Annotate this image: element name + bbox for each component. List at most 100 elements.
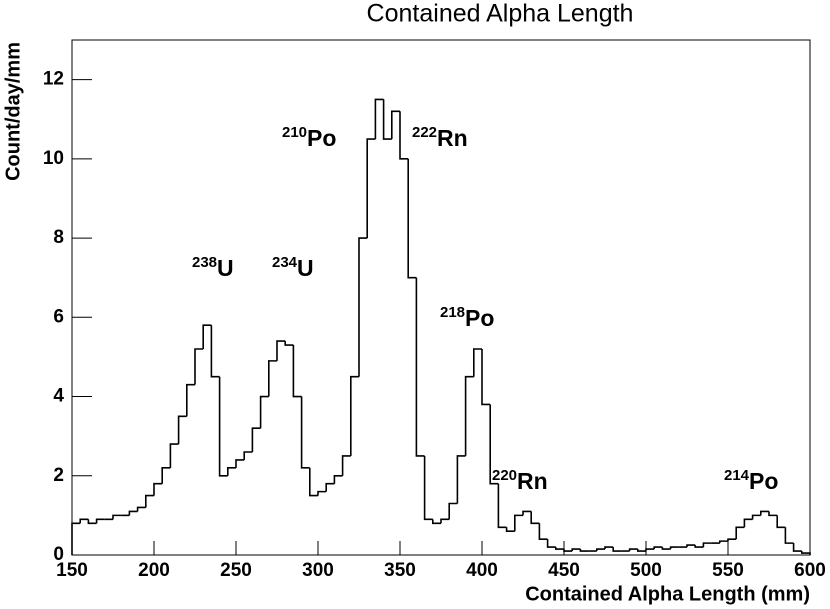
- histogram-bin: [268, 360, 277, 397]
- histogram-bin: [317, 490, 327, 496]
- histogram-bin: [579, 549, 589, 552]
- histogram-bin: [71, 522, 81, 555]
- y-tick-label: 10: [43, 148, 64, 169]
- histogram-bin: [612, 547, 622, 552]
- histogram-bin: [481, 349, 491, 406]
- histogram-bin: [186, 383, 195, 417]
- histogram-bin: [153, 482, 163, 496]
- histogram-bin: [177, 415, 187, 445]
- histogram-bin: [464, 375, 474, 456]
- histogram-bin: [784, 527, 794, 544]
- histogram-bin: [751, 514, 761, 520]
- peak-label: 220Rn: [492, 467, 548, 494]
- histogram-bin: [128, 510, 138, 516]
- histogram-bin: [300, 396, 310, 469]
- y-tick-label: 8: [53, 227, 64, 248]
- histogram-bin: [251, 427, 261, 452]
- histogram-bin: [341, 455, 351, 476]
- peak-label-element: U: [297, 255, 314, 281]
- histogram-bin: [563, 549, 573, 552]
- histogram-bin: [145, 494, 154, 508]
- histogram-bin: [399, 111, 409, 160]
- histogram-bin: [423, 455, 433, 521]
- x-tick-label: 150: [56, 560, 88, 581]
- y-tick-label: 12: [43, 69, 64, 90]
- histogram-bin: [227, 467, 236, 476]
- histogram-bin: [489, 404, 499, 485]
- histogram-bin: [325, 482, 335, 492]
- histogram-bin: [743, 518, 753, 528]
- x-tick-label: 550: [712, 560, 744, 581]
- peak-label-mass: 220: [492, 467, 517, 484]
- peak-label-mass: 238: [192, 254, 217, 271]
- histogram-bin: [702, 542, 712, 548]
- histogram-bin: [604, 546, 614, 550]
- histogram-bin: [456, 455, 466, 504]
- histogram-bin: [284, 341, 294, 346]
- histogram-bin: [374, 98, 384, 140]
- y-tick-label: 6: [53, 306, 64, 327]
- histogram-bin: [505, 527, 515, 533]
- histogram-bin: [637, 549, 646, 552]
- histogram-bin: [382, 99, 392, 140]
- histogram-bin: [407, 158, 417, 279]
- y-tick-label: 0: [53, 544, 64, 565]
- histogram-bin: [202, 324, 212, 349]
- histogram-bin: [628, 548, 638, 552]
- histogram-bin: [333, 474, 343, 484]
- histogram-bin: [112, 514, 122, 520]
- histogram-bin: [210, 325, 220, 378]
- histogram-bin: [497, 483, 507, 529]
- histogram-bin: [243, 451, 253, 460]
- plot-frame: [71, 39, 811, 556]
- peak-label-element: Po: [307, 125, 336, 151]
- x-tick-label: 350: [384, 560, 416, 581]
- y-tick-label: 2: [53, 465, 64, 486]
- peak-label: 218Po: [440, 304, 494, 331]
- histogram-bin: [719, 540, 728, 544]
- peak-label-element: Po: [749, 468, 778, 494]
- x-tick-label: 200: [138, 560, 170, 581]
- histogram-bin: [432, 519, 441, 525]
- histogram-bin: [694, 545, 704, 548]
- x-tick-label: 400: [466, 560, 498, 581]
- histogram-bin: [571, 548, 581, 552]
- x-tick-label: 300: [302, 560, 334, 581]
- histogram-bin: [350, 375, 359, 456]
- peak-label-mass: 214: [724, 467, 750, 484]
- histogram-bin: [194, 348, 204, 385]
- y-tick-label: 4: [53, 386, 64, 407]
- histogram-bin: [596, 548, 605, 552]
- peak-label: 234U: [272, 254, 314, 281]
- peak-label: 238U: [192, 254, 234, 281]
- histogram-bin: [391, 110, 400, 140]
- histogram-bin: [136, 506, 146, 512]
- peak-label-element: Po: [465, 305, 494, 331]
- peak-label-mass: 222: [412, 124, 437, 141]
- histogram-bin: [366, 138, 376, 239]
- histogram-bin: [669, 546, 679, 550]
- histogram-bin: [555, 547, 564, 550]
- x-tick-label: 450: [548, 560, 580, 581]
- histogram-bin: [448, 502, 458, 520]
- histogram-bin: [514, 514, 523, 532]
- histogram-bin: [358, 237, 368, 377]
- histogram-bin: [546, 539, 556, 548]
- peak-label: 222Rn: [412, 124, 468, 151]
- peak-label-element: U: [217, 255, 234, 281]
- x-axis-label: Contained Alpha Length (mm): [525, 583, 810, 605]
- histogram-bin: [87, 519, 97, 525]
- peak-label-mass: 210: [282, 124, 307, 141]
- histogram-bin: [292, 345, 302, 398]
- histogram-bin: [79, 518, 89, 524]
- peak-label-mass: 234: [272, 254, 298, 271]
- x-tick-label: 600: [794, 560, 826, 581]
- histogram-bin: [760, 510, 769, 516]
- histogram-bin: [309, 467, 318, 497]
- histogram-bin: [440, 518, 450, 524]
- histogram-bin: [235, 459, 245, 468]
- x-tick-label: 250: [220, 560, 252, 581]
- histogram-bin: [661, 547, 671, 550]
- histogram-bin: [415, 277, 425, 457]
